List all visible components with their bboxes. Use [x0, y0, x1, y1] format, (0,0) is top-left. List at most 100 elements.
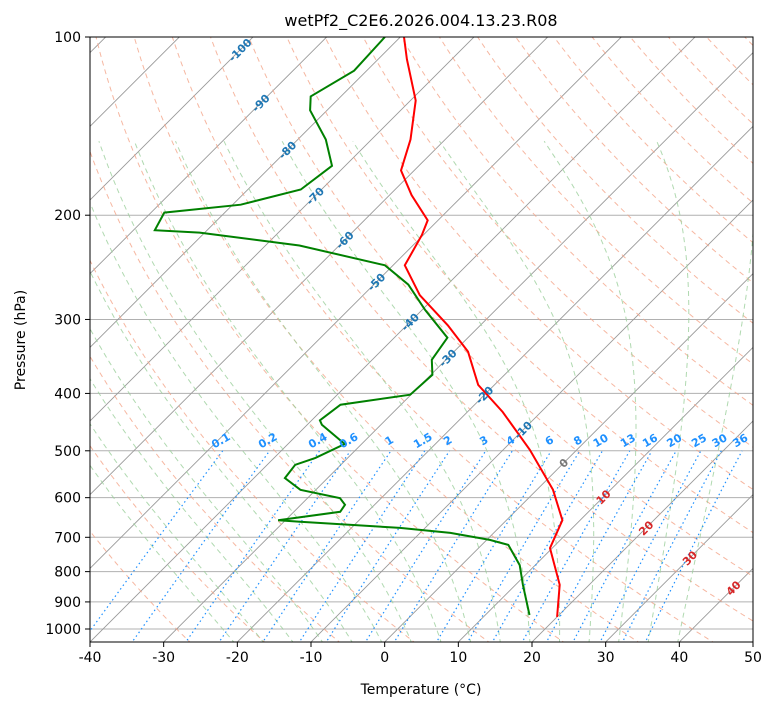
dry-adiabat-line [362, 37, 753, 448]
mixing-ratio-label: 8 [571, 433, 584, 448]
mixing-ratio-line [218, 450, 351, 642]
y-axis-label: Pressure (hPa) [13, 290, 29, 390]
mixing-ratio-line [491, 450, 604, 642]
isotherm-label: -90 [249, 91, 272, 114]
isotherm-label: -20 [473, 383, 496, 406]
dry-adiabat-line [90, 444, 266, 642]
mixing-ratio-line [364, 450, 487, 642]
moist-adiabat-line [439, 140, 595, 642]
axes: -40 -30 -20 -10 0 10 20 30 40 5010020030040050060… [45, 30, 762, 666]
x-tick-label: 50 [744, 650, 762, 666]
mixing-ratio-line [262, 450, 392, 642]
moist-adiabat-line [223, 140, 501, 642]
plot-frame [89, 36, 754, 643]
mixing-ratio-line [467, 450, 581, 642]
isotherm-line [457, 346, 753, 642]
isotherm-label: 10 [594, 487, 614, 507]
y-tick-label: 900 [54, 595, 81, 611]
moist-adiabat-line [677, 227, 753, 642]
dry-adiabat-line [90, 150, 490, 642]
isotherm-label: -80 [276, 138, 299, 161]
moist-adiabat-line [90, 464, 235, 642]
isotherm-line [752, 641, 753, 642]
moist-adiabat-line [90, 327, 323, 642]
dry-adiabat-line [286, 37, 753, 534]
mixing-ratio-line [644, 450, 743, 642]
profiles [153, 37, 564, 617]
mixing-ratio-line [393, 450, 513, 642]
moist-adiabat-line [543, 140, 637, 642]
isotherm-line [384, 273, 753, 642]
dry-adiabat-line [770, 24, 775, 644]
isotherm-label: 40 [724, 578, 744, 598]
x-tick-label: -40 [79, 650, 102, 666]
mixing-ratio-label: 6 [543, 433, 556, 448]
isotherm-line [605, 494, 753, 642]
dry-adiabat-line [324, 37, 753, 491]
isotherm-label: -40 [399, 310, 422, 333]
temperature-profile-line [399, 37, 564, 617]
isotherm-label: -60 [333, 228, 356, 251]
y-tick-label: 800 [54, 565, 81, 581]
isotherm-line [163, 52, 753, 642]
y-tick-label: 700 [54, 530, 81, 546]
moist-adiabat-line [98, 141, 412, 642]
y-tick-label: 600 [54, 491, 81, 507]
isotherm-line [90, 37, 475, 422]
isotherm-line [310, 199, 753, 642]
y-tick-label: 100 [54, 30, 81, 46]
mixing-ratio-label: 3 [477, 433, 490, 448]
mixing-ratio-label: 1 [383, 433, 396, 448]
mixing-ratio-line [325, 450, 451, 642]
mixing-ratio-line [621, 450, 722, 642]
y-tick-label: 300 [54, 312, 81, 328]
isotherm-line [90, 37, 328, 275]
y-tick-label: 1000 [45, 622, 81, 638]
isotherm-line [90, 37, 549, 496]
mixing-ratio-line [90, 450, 224, 632]
dry-adiabat-line [90, 259, 415, 642]
moist-adiabat-line [90, 201, 383, 642]
mixing-ratio-label: 16 [640, 431, 660, 450]
dry-adiabat-line [591, 37, 753, 204]
moist-adiabat-line [647, 141, 690, 642]
dry-adiabat-line [438, 37, 753, 365]
x-tick-label: 10 [449, 650, 467, 666]
dry-adiabat-line [705, 37, 753, 86]
dry-adiabat-line [744, 37, 753, 47]
mixing-ratio-line [185, 450, 321, 642]
dry-adiabat-line [400, 37, 753, 406]
dry-adiabat-line [248, 37, 753, 578]
y-tick-label: 200 [54, 208, 81, 224]
mixing-ratio-label: 0.4 [306, 430, 330, 451]
x-tick-label: 40 [670, 650, 688, 666]
x-tick-label: 20 [523, 650, 541, 666]
isotherm-label: -70 [304, 184, 327, 207]
mixing-ratio-label: 10 [591, 431, 611, 450]
dry-adiabat-line [667, 37, 753, 125]
mixing-ratio-line [435, 450, 552, 642]
moist-adiabat-line [133, 141, 442, 642]
dry-adiabat-line [209, 37, 753, 622]
isotherm-line [90, 37, 622, 569]
x-tick-label: -30 [152, 650, 175, 666]
mixing-ratio-label: 36 [730, 431, 750, 450]
y-tick-label: 500 [54, 444, 81, 460]
dewpoint-profile-line [153, 37, 531, 616]
y-tick-label: 400 [54, 386, 81, 402]
dry-adiabat-line [133, 37, 640, 642]
isotherm-line [90, 37, 696, 642]
background-lines [90, 24, 775, 644]
dry-adiabat-line [95, 37, 565, 642]
mixing-ratio-line [521, 450, 631, 642]
dry-adiabat-line [171, 37, 714, 642]
isotherm-label: -10 [512, 418, 535, 441]
x-tick-label: -20 [226, 650, 249, 666]
mixing-ratio-label: 2 [441, 433, 454, 448]
isotherm-label: -50 [365, 270, 388, 293]
dry-adiabat-line [515, 37, 753, 284]
dry-adiabat-line [90, 355, 340, 642]
mixing-ratio-label: 0.2 [256, 430, 279, 451]
moist-adiabat-line [175, 141, 472, 642]
